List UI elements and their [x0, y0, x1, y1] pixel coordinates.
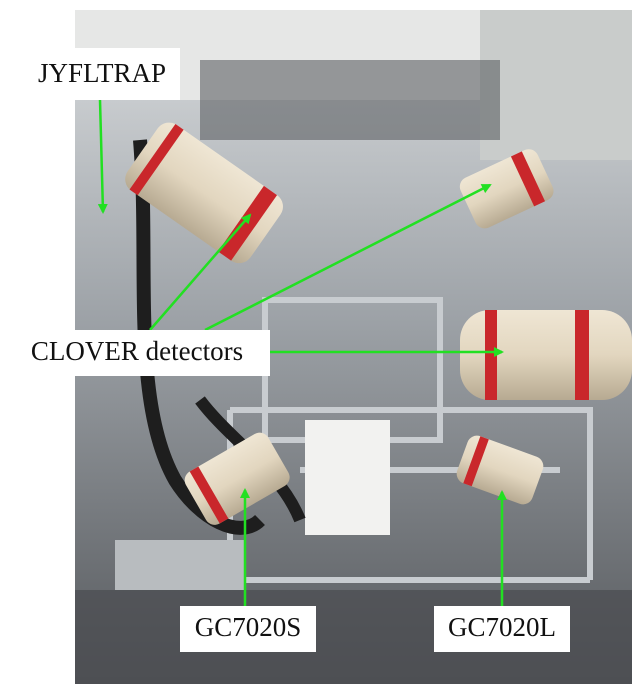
label-box	[4, 330, 270, 376]
label-box	[434, 606, 570, 652]
label: GC7020L	[448, 612, 556, 642]
label: JYFLTRAP	[38, 58, 166, 88]
labels: JYFLTRAP CLOVER detectors GC7020S GC7020…	[4, 48, 570, 652]
arrow	[149, 213, 252, 331]
detector	[459, 149, 554, 229]
label-box	[24, 48, 180, 100]
detector	[184, 432, 290, 525]
detector	[456, 435, 544, 505]
arrows	[97, 99, 507, 606]
arrow	[97, 99, 108, 214]
label: GC7020S	[195, 612, 302, 642]
label-box	[180, 606, 316, 652]
detector	[460, 310, 632, 400]
label: CLOVER detectors	[31, 336, 243, 366]
arrow	[204, 183, 492, 332]
